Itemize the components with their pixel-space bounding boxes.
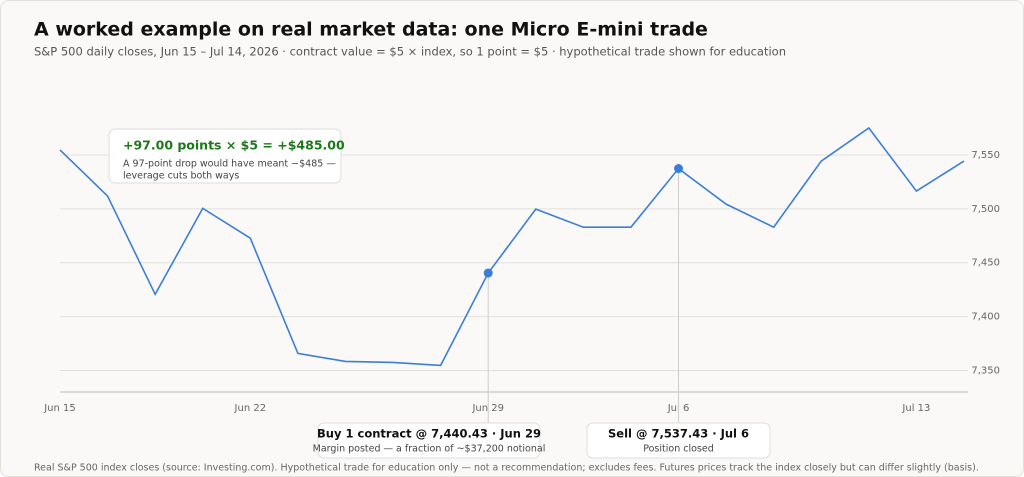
footer: Real S&P 500 index closes (source: Inves… [34, 463, 979, 474]
callout-line: A 97-point drop would have meant −$485 — [123, 159, 336, 170]
x-tick-label: Jun 29 [471, 403, 504, 414]
y-tick-label: 7,450 [971, 258, 1000, 269]
x-tick-label: Jul 13 [901, 403, 930, 414]
x-tick-label: Jun 15 [43, 403, 76, 414]
y-tick-label: 7,550 [971, 150, 1000, 161]
y-tick-label: 7,500 [971, 204, 1000, 215]
callout-line: leverage cuts both ways [123, 171, 239, 182]
x-tick-label: Jun 22 [234, 403, 267, 414]
sell-box [586, 422, 771, 459]
buy-box [317, 422, 541, 459]
chart-title: A worked example on real market data: on… [34, 19, 708, 41]
buy-marker [483, 268, 493, 278]
sell-marker [674, 164, 684, 174]
price-line [59, 126, 965, 367]
buy-label: Buy 1 contract @ 7,440.43 · Jun 29 [317, 427, 541, 441]
y-tick-label: 7,400 [971, 312, 1000, 323]
chart-subtitle: S&P 500 daily closes, Jun 15 – Jul 14, 2… [34, 45, 786, 59]
sell-note: Position closed [643, 444, 714, 455]
sell-label: Sell @ 7,537.43 · Jul 6 [608, 427, 749, 441]
y-tick-label: 7,350 [971, 365, 1000, 376]
callout-title: +97.00 points × $5 = +$485.00 [123, 138, 345, 153]
buy-note: Margin posted — a fraction of ~$37,200 n… [313, 444, 546, 455]
callout-box [108, 128, 342, 184]
